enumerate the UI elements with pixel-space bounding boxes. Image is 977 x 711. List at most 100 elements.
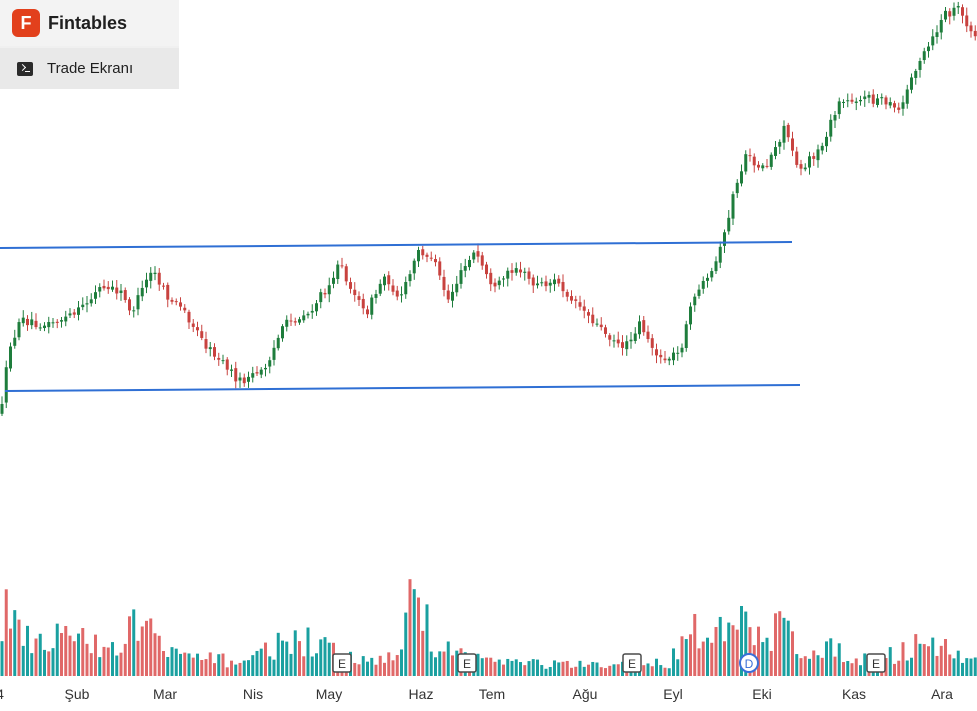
x-tick-label: 4 — [0, 686, 4, 702]
candle-body — [799, 164, 803, 169]
volume-bar — [502, 664, 505, 676]
candle-body — [965, 15, 969, 27]
candle-body — [81, 304, 85, 308]
volume-bar — [612, 664, 616, 676]
candle-body — [429, 257, 433, 259]
volume-bar — [540, 665, 544, 676]
volume-bar — [706, 637, 709, 676]
volume-bar — [476, 653, 480, 676]
candle-body — [378, 283, 382, 294]
candle-body — [939, 19, 943, 33]
candle-body — [340, 265, 344, 267]
candle-body — [829, 119, 833, 137]
volume-bar — [404, 612, 408, 676]
trade-screen-menu-item[interactable]: Trade Ekranı — [0, 48, 179, 89]
candle-body — [731, 194, 735, 219]
volume-bar — [536, 659, 539, 676]
candle-body — [710, 271, 714, 278]
x-tick-label: Kas — [842, 686, 866, 702]
x-tick-label: May — [316, 686, 342, 702]
volume-bar — [935, 655, 939, 676]
volume-bar — [604, 668, 607, 676]
candle-body — [480, 255, 484, 266]
volume-bar — [438, 651, 442, 676]
volume-bar — [298, 641, 301, 676]
marker-label: E — [628, 657, 636, 671]
candle-body — [697, 289, 701, 296]
volume-bar — [208, 652, 212, 676]
volume-bar — [548, 666, 552, 676]
volume-bar — [714, 626, 718, 676]
volume-bar — [204, 659, 208, 676]
candle-body — [676, 352, 680, 354]
volume-bar — [306, 627, 310, 676]
brand-name: Fintables — [48, 12, 128, 33]
candle-body — [612, 340, 616, 342]
volume-bar — [778, 611, 782, 676]
earnings-marker: E — [332, 653, 352, 673]
marker-label: E — [463, 657, 471, 671]
candle-body — [659, 354, 663, 358]
volume-bar — [888, 647, 892, 676]
candle-body — [285, 319, 289, 327]
volume-bar — [506, 658, 510, 676]
candle-body — [599, 324, 603, 328]
x-tick-label: Eki — [752, 686, 771, 702]
volume-bar — [659, 665, 663, 676]
volume-bar — [650, 666, 654, 676]
volume-bar — [128, 616, 131, 676]
volume-bar — [281, 640, 284, 676]
candle-body — [761, 165, 765, 169]
volume-bar — [81, 628, 85, 676]
volume-bar — [718, 616, 722, 676]
volume-bar — [378, 655, 382, 676]
brand-header[interactable]: F Fintables — [0, 0, 179, 46]
volume-bar — [455, 650, 459, 676]
candle-body — [366, 309, 369, 315]
candle-body — [34, 320, 38, 328]
candle-body — [944, 10, 947, 20]
volume-bar — [961, 662, 964, 676]
volume-bar — [965, 658, 969, 676]
candle-body — [655, 349, 658, 356]
volume-bar — [786, 620, 790, 676]
volume-bar — [803, 656, 807, 676]
volume-bar — [34, 638, 38, 676]
candle-body — [519, 269, 522, 273]
candle-body — [170, 299, 174, 302]
volume-bar — [272, 659, 276, 676]
volume-bar — [591, 661, 595, 676]
candle-body — [897, 107, 901, 110]
candle-body — [247, 376, 250, 382]
channel-lines-layer — [0, 241, 801, 392]
volume-bar — [956, 650, 960, 676]
candle-body — [208, 347, 212, 350]
volume-bar — [434, 657, 437, 676]
candle-body — [21, 317, 25, 324]
candle-body — [510, 270, 514, 273]
volume-bar — [680, 636, 684, 676]
candle-body — [952, 7, 956, 16]
volume-bar — [259, 648, 263, 676]
candle-body — [115, 287, 119, 294]
x-tick-label: Ağu — [573, 686, 598, 702]
volume-bar — [187, 653, 191, 676]
volume-bar — [43, 649, 46, 676]
candle-body — [153, 272, 157, 275]
candle-body — [935, 32, 939, 37]
candle-body — [718, 246, 722, 263]
volume-bar — [26, 625, 29, 676]
candle-body — [744, 154, 748, 172]
candle-body — [714, 261, 718, 272]
candle-body — [604, 327, 607, 334]
candle-body — [497, 280, 501, 286]
volume-bar — [77, 633, 80, 676]
volume-bar — [863, 653, 867, 676]
candle-body — [540, 282, 544, 284]
volume-bar — [914, 634, 918, 676]
candle-body — [591, 314, 595, 324]
candle-body — [357, 296, 361, 300]
candle-body — [187, 311, 191, 323]
candle-body — [629, 339, 633, 342]
